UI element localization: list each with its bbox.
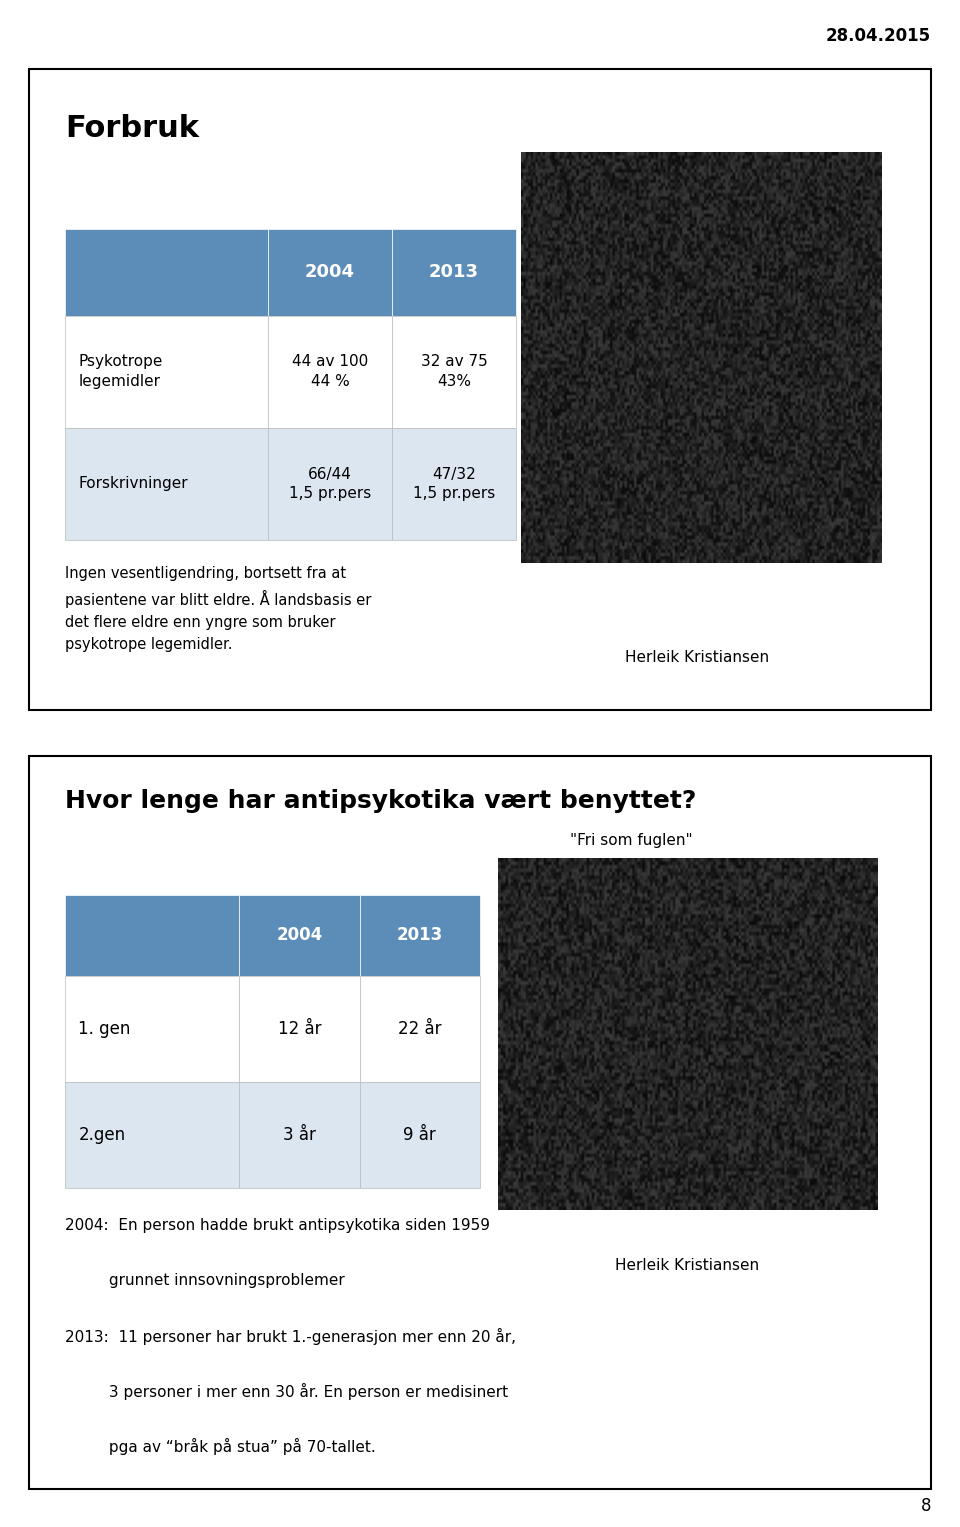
Bar xyxy=(239,1083,360,1188)
Text: pga av “bråk på stua” på 70-tallet.: pga av “bråk på stua” på 70-tallet. xyxy=(65,1437,375,1455)
Text: 12 år: 12 år xyxy=(277,1020,322,1038)
Text: 28.04.2015: 28.04.2015 xyxy=(826,27,931,46)
Bar xyxy=(65,428,268,541)
Bar xyxy=(65,895,239,976)
Text: 9 år: 9 år xyxy=(403,1127,436,1144)
Text: 8: 8 xyxy=(921,1496,931,1515)
Text: 2013:  11 personer har brukt 1.-generasjon mer enn 20 år,: 2013: 11 personer har brukt 1.-generasjo… xyxy=(65,1327,516,1345)
Bar xyxy=(360,976,480,1083)
Text: grunnet innsovningsproblemer: grunnet innsovningsproblemer xyxy=(65,1272,345,1287)
Bar xyxy=(239,895,360,976)
Bar xyxy=(268,428,392,541)
Text: Forskrivninger: Forskrivninger xyxy=(79,476,188,492)
Text: 22 år: 22 år xyxy=(398,1020,442,1038)
Text: Herleik Kristiansen: Herleik Kristiansen xyxy=(625,651,769,666)
Text: Herleik Kristiansen: Herleik Kristiansen xyxy=(615,1258,759,1274)
Text: 32 av 75
43%: 32 av 75 43% xyxy=(420,354,488,389)
Text: 3 personer i mer enn 30 år. En person er medisinert: 3 personer i mer enn 30 år. En person er… xyxy=(65,1382,508,1400)
Text: 47/32
1,5 pr.pers: 47/32 1,5 pr.pers xyxy=(413,467,495,501)
Text: 1. gen: 1. gen xyxy=(79,1020,131,1038)
Bar xyxy=(360,895,480,976)
Text: 2013: 2013 xyxy=(396,927,443,944)
Bar xyxy=(239,976,360,1083)
Bar xyxy=(65,1083,239,1188)
Text: 3 år: 3 år xyxy=(283,1127,316,1144)
Text: 66/44
1,5 pr.pers: 66/44 1,5 pr.pers xyxy=(289,467,372,501)
Bar xyxy=(268,316,392,428)
Text: "Fri som fuglen": "Fri som fuglen" xyxy=(570,832,693,847)
Bar xyxy=(65,316,268,428)
Bar xyxy=(65,229,268,316)
Text: Forbruk: Forbruk xyxy=(65,113,199,142)
Bar xyxy=(360,1083,480,1188)
Bar xyxy=(392,316,516,428)
Bar xyxy=(65,976,239,1083)
Text: 44 av 100
44 %: 44 av 100 44 % xyxy=(292,354,368,389)
Bar xyxy=(392,229,516,316)
Bar xyxy=(268,229,392,316)
Text: 2013: 2013 xyxy=(429,263,479,281)
Text: Hvor lenge har antipsykotika vært benyttet?: Hvor lenge har antipsykotika vært benytt… xyxy=(65,789,696,812)
Text: 2004: 2004 xyxy=(276,927,323,944)
Text: 2.gen: 2.gen xyxy=(79,1127,126,1144)
Text: 2004:  En person hadde brukt antipsykotika siden 1959: 2004: En person hadde brukt antipsykotik… xyxy=(65,1217,490,1232)
Text: Ingen vesentligendring, bortsett fra at
pasientene var blitt eldre. Å landsbasis: Ingen vesentligendring, bortsett fra at … xyxy=(65,565,372,652)
Text: Psykotrope
legemidler: Psykotrope legemidler xyxy=(79,354,163,389)
Text: 2004: 2004 xyxy=(305,263,355,281)
Bar xyxy=(392,428,516,541)
